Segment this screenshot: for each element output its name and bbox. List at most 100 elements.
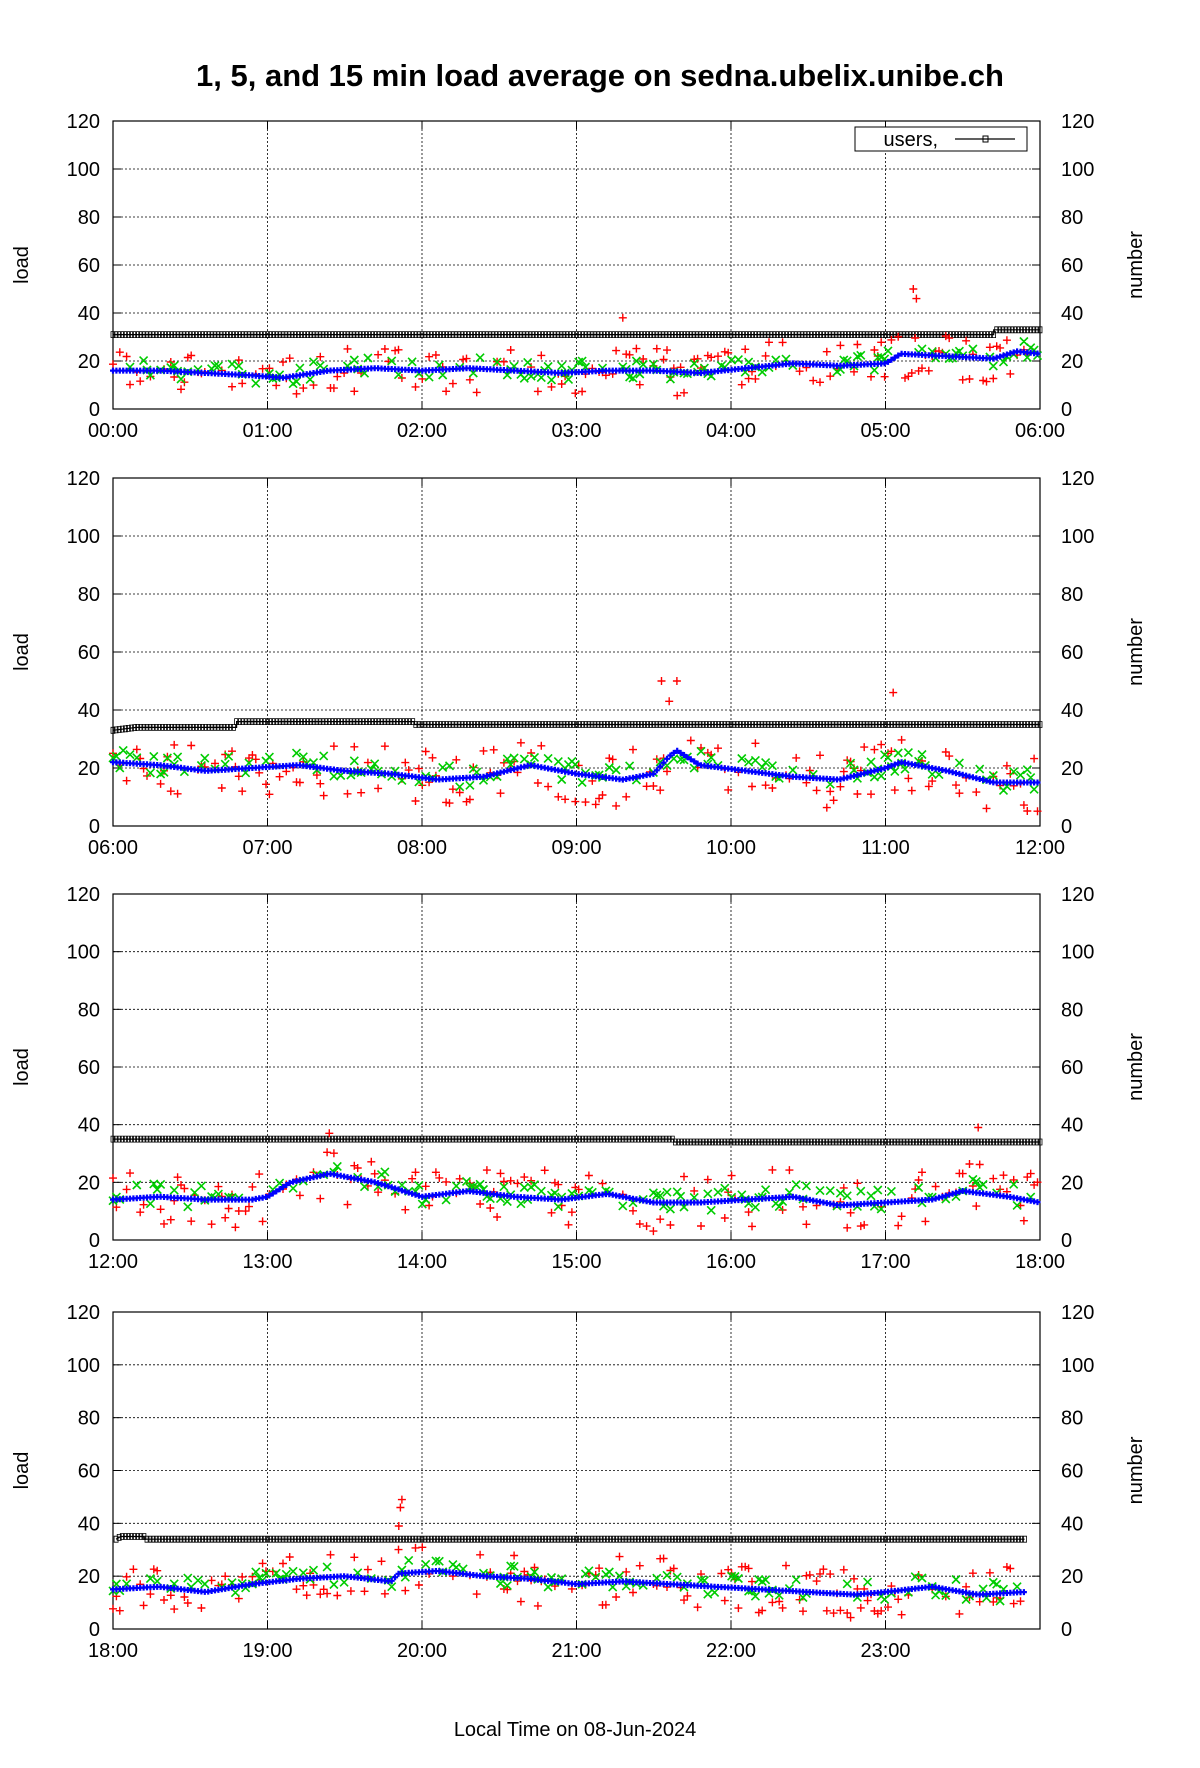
y2-tick-label: 0	[1061, 1619, 1072, 1641]
x-tick-label: 12:00	[1015, 837, 1065, 859]
x-tick-label: 18:00	[88, 1640, 138, 1662]
x-tick-label: 22:00	[706, 1640, 756, 1662]
y2-axis-label: number	[1125, 1033, 1147, 1101]
panel-4: 0 0 20 20 40 40 60 60 80 80 100 100 120 120 18:00 19:00…	[11, 1302, 1147, 1662]
y2-tick-label: 100	[1061, 942, 1094, 964]
y2-tick-label: 60	[1061, 642, 1083, 664]
y2-tick-label: 100	[1061, 159, 1094, 181]
x-tick-label: 01:00	[242, 420, 292, 442]
y-tick-label: 60	[78, 642, 100, 664]
y2-tick-label: 120	[1061, 468, 1094, 490]
x-tick-label: 17:00	[860, 1251, 910, 1273]
y-tick-label: 0	[89, 1230, 100, 1252]
users-series-markers	[110, 1135, 1043, 1146]
x-tick-label: 21:00	[551, 1640, 601, 1662]
y-tick-label: 20	[78, 351, 100, 373]
x-tick-label: 03:00	[551, 420, 601, 442]
y2-tick-label: 40	[1061, 700, 1083, 722]
x-axis-label: Local Time on 08-Jun-2024	[454, 1719, 696, 1741]
y-tick-label: 20	[78, 1172, 100, 1194]
y-axis-label: load	[11, 246, 33, 284]
x-tick-label: 13:00	[242, 1251, 292, 1273]
y2-tick-label: 40	[1061, 303, 1083, 325]
x-tick-label: 07:00	[242, 837, 292, 859]
y2-tick-label: 80	[1061, 207, 1083, 229]
chart-panels: 0 0 20 20 40 40 60 60 80 80 100 100 120 120 00:00 01:00…	[11, 111, 1147, 1662]
y2-tick-label: 60	[1061, 255, 1083, 277]
x-tick-label: 06:00	[88, 837, 138, 859]
x-tick-label: 08:00	[397, 837, 447, 859]
y2-tick-label: 0	[1061, 399, 1072, 421]
load-15min-points	[110, 1170, 1041, 1209]
load-15min-points	[110, 348, 1041, 381]
y2-tick-label: 120	[1061, 884, 1094, 906]
y-tick-label: 60	[78, 1461, 100, 1483]
y-axis-label: load	[11, 1452, 33, 1490]
x-tick-label: 06:00	[1015, 420, 1065, 442]
x-tick-label: 12:00	[88, 1251, 138, 1273]
y-tick-label: 40	[78, 1115, 100, 1137]
y2-tick-label: 0	[1061, 816, 1072, 838]
y2-tick-label: 20	[1061, 1172, 1083, 1194]
y-tick-label: 100	[67, 1355, 100, 1377]
x-tick-label: 20:00	[397, 1640, 447, 1662]
y2-tick-label: 80	[1061, 999, 1083, 1021]
y2-tick-label: 80	[1061, 584, 1083, 606]
x-tick-label: 19:00	[242, 1640, 292, 1662]
y-tick-label: 40	[78, 700, 100, 722]
users-series-markers	[110, 718, 1043, 734]
load-1min-points	[109, 677, 1042, 816]
y2-tick-label: 40	[1061, 1513, 1083, 1535]
x-tick-label: 10:00	[706, 837, 756, 859]
users-series-line	[113, 329, 1040, 336]
y-tick-label: 0	[89, 816, 100, 838]
y2-tick-label: 120	[1061, 1302, 1094, 1324]
x-tick-label: 11:00	[861, 837, 910, 859]
y-tick-label: 20	[78, 1566, 100, 1588]
y-tick-label: 100	[67, 159, 100, 181]
y-tick-label: 120	[67, 468, 100, 490]
y2-tick-label: 100	[1061, 1355, 1094, 1377]
y-tick-label: 80	[78, 207, 100, 229]
x-tick-label: 23:00	[860, 1640, 910, 1662]
y-tick-label: 100	[67, 526, 100, 548]
y2-tick-label: 20	[1061, 351, 1083, 373]
y-tick-label: 40	[78, 303, 100, 325]
y2-tick-label: 80	[1061, 1408, 1083, 1430]
y-tick-label: 80	[78, 999, 100, 1021]
y2-tick-label: 40	[1061, 1115, 1083, 1137]
y-tick-label: 40	[78, 1513, 100, 1535]
y-tick-label: 120	[67, 111, 100, 133]
legend-users-marker	[982, 135, 989, 143]
x-tick-label: 14:00	[397, 1251, 447, 1273]
users-series-line	[113, 1138, 1040, 1143]
y-tick-label: 120	[67, 884, 100, 906]
x-tick-label: 15:00	[551, 1251, 601, 1273]
users-series-line	[115, 1535, 1025, 1540]
legend-entry-users: users,	[884, 129, 938, 151]
x-tick-label: 09:00	[551, 837, 601, 859]
x-tick-label: 16:00	[706, 1251, 756, 1273]
y2-tick-label: 60	[1061, 1461, 1083, 1483]
x-tick-label: 00:00	[88, 420, 138, 442]
y-tick-label: 0	[89, 1619, 100, 1641]
chart-title: 1, 5, and 15 min load average on sedna.u…	[196, 58, 1004, 93]
users-series-markers	[110, 326, 1043, 338]
panel-3: 0 0 20 20 40 40 60 60 80 80 100 100 120 120 12:00 13:00…	[11, 884, 1147, 1273]
y-tick-label: 20	[78, 758, 100, 780]
y2-tick-label: 60	[1061, 1057, 1083, 1079]
y-tick-label: 60	[78, 255, 100, 277]
x-tick-label: 04:00	[706, 420, 756, 442]
y2-tick-label: 100	[1061, 526, 1094, 548]
load-5min-points	[125, 336, 1043, 389]
y-axis-label: load	[11, 633, 33, 671]
load-15min-points	[110, 747, 1041, 786]
panel-1: 0 0 20 20 40 40 60 60 80 80 100 100 120 120 00:00 01:00…	[11, 111, 1147, 442]
y2-tick-label: 20	[1061, 758, 1083, 780]
x-tick-label: 18:00	[1015, 1251, 1065, 1273]
y2-axis-label: number	[1125, 231, 1147, 299]
y2-tick-label: 20	[1061, 1566, 1083, 1588]
users-series-markers	[113, 1533, 1027, 1543]
